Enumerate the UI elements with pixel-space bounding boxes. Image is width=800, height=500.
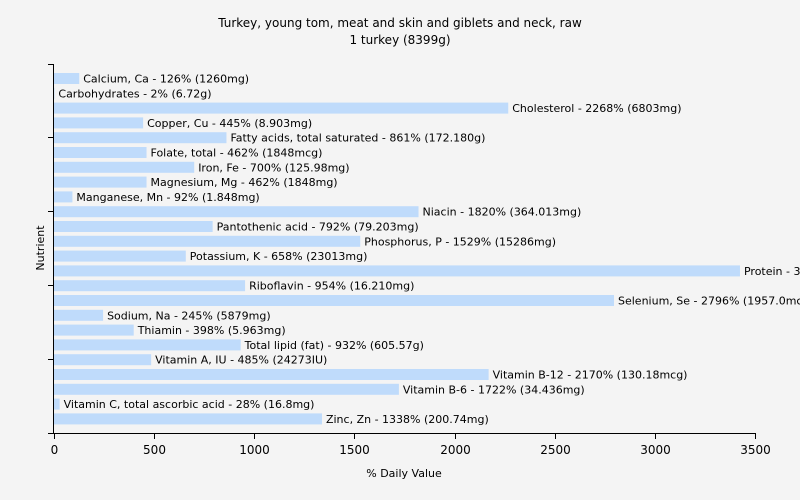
bar-label: Protein - 3425% (1712.56g)	[744, 265, 800, 278]
bar-label: Selenium, Se - 2796% (1957.0mcg)	[618, 295, 800, 308]
bars-group	[54, 73, 740, 425]
bar-label: Niacin - 1820% (364.013mg)	[423, 206, 582, 219]
bar-label: Potassium, K - 658% (23013mg)	[190, 250, 368, 263]
axes-group: 0 500 1000 1500 2000 2500 3000 3500	[48, 64, 771, 457]
chart-title: Turkey, young tom, meat and skin and gib…	[217, 16, 582, 30]
bar	[54, 73, 80, 84]
x-tick-label: 3500	[740, 443, 771, 457]
x-tick-label: 2500	[540, 443, 571, 457]
x-tick-label: 2000	[440, 443, 471, 457]
bar-label: Thiamin - 398% (5.963mg)	[137, 324, 286, 337]
bar	[54, 132, 227, 144]
bar	[54, 176, 147, 188]
bar	[54, 206, 419, 218]
bar-label: Carbohydrates - 2% (6.72g)	[58, 87, 211, 100]
bar-label: Total lipid (fat) - 932% (605.57g)	[244, 339, 424, 352]
bar-label: Sodium, Na - 245% (5879mg)	[107, 309, 271, 322]
bar-label: Vitamin B-12 - 2170% (130.18mcg)	[493, 369, 688, 382]
x-tick-label: 1500	[339, 443, 370, 457]
bar	[54, 354, 152, 366]
bar-label: Iron, Fe - 700% (125.98mg)	[198, 161, 349, 174]
x-tick-label: 1000	[239, 443, 270, 457]
bar	[54, 117, 144, 129]
bar-label: Calcium, Ca - 126% (1260mg)	[83, 73, 249, 86]
bar-label: Vitamin A, IU - 485% (24273IU)	[155, 354, 327, 367]
x-tick-label: 500	[143, 443, 166, 457]
bar	[54, 265, 740, 277]
x-tick-label: 0	[51, 443, 59, 457]
bar-labels-group: Calcium, Ca - 126% (1260mg)Carbohydrates…	[58, 73, 800, 426]
bar	[54, 369, 489, 380]
bar	[54, 339, 241, 351]
bar-label: Manganese, Mn - 92% (1.848mg)	[76, 191, 259, 204]
bar	[54, 250, 186, 262]
bar	[54, 413, 322, 425]
bar	[54, 295, 614, 306]
bar-label: Vitamin C, total ascorbic acid - 28% (16…	[64, 398, 315, 411]
bar-label: Folate, total - 462% (1848mcg)	[151, 147, 323, 160]
bar-label: Copper, Cu - 445% (8.903mg)	[147, 117, 312, 130]
bar-label: Phosphorus, P - 1529% (15286mg)	[364, 235, 556, 248]
bar	[54, 280, 246, 292]
bar	[54, 383, 399, 395]
x-tick-label: 3000	[640, 443, 671, 457]
chart-subtitle: 1 turkey (8399g)	[349, 33, 450, 47]
x-axis-label: % Daily Value	[366, 467, 442, 480]
bar	[54, 102, 509, 114]
bar-label: Zinc, Zn - 1338% (200.74mg)	[326, 413, 489, 426]
bar-label: Pantothenic acid - 792% (79.203mg)	[217, 221, 419, 234]
bar	[54, 324, 134, 336]
bar-label: Cholesterol - 2268% (6803mg)	[512, 102, 681, 115]
bar	[54, 398, 60, 410]
bar-label: Magnesium, Mg - 462% (1848mg)	[151, 176, 338, 189]
bar	[54, 161, 195, 173]
bar	[54, 147, 147, 158]
y-axis-label: Nutrient	[34, 225, 47, 271]
bar-label: Vitamin B-6 - 1722% (34.436mg)	[403, 383, 585, 396]
bar	[54, 221, 213, 232]
bar	[54, 191, 73, 203]
bar	[54, 309, 104, 321]
bar-label: Riboflavin - 954% (16.210mg)	[249, 280, 414, 293]
bar-label: Fatty acids, total saturated - 861% (172…	[230, 132, 485, 145]
bar	[54, 235, 361, 247]
